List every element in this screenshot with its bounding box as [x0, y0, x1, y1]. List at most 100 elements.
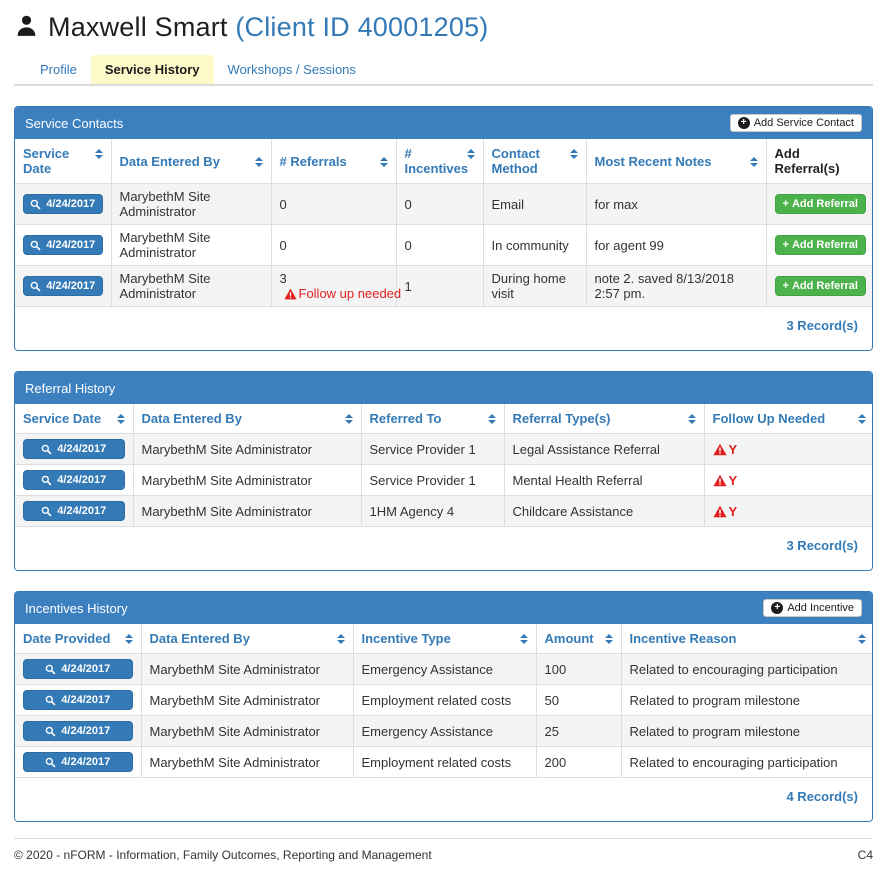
cell-service-date: 4/24/2017 [15, 265, 112, 307]
magnifier-icon [41, 444, 52, 455]
client-id: (Client ID 40001205) [235, 12, 489, 42]
cell-service-date: 4/24/2017 [15, 433, 134, 465]
cell-entered-by: MarybethM Site Administrator [133, 464, 362, 496]
col-date-provided[interactable]: Date Provided [15, 624, 142, 654]
plus-icon [783, 198, 789, 210]
service-contact-row: 4/24/2017 MarybethM Site Administrator 0… [15, 183, 872, 225]
sort-arrows-icon [95, 149, 103, 159]
tab-profile[interactable]: Profile [40, 62, 77, 77]
col-most-recent-notes[interactable]: Most Recent Notes [586, 139, 767, 184]
cell-follow-up: Y [704, 495, 872, 527]
cell-incentive-type: Emergency Assistance [353, 653, 537, 685]
service-contact-row: 4/24/2017 MarybethM Site Administrator 0… [15, 224, 872, 266]
cell-amount: 25 [536, 715, 622, 747]
col-referred-to[interactable]: Referred To [361, 404, 505, 434]
sort-arrows-icon [605, 634, 613, 644]
table-header-row: Service Date Data Entered By Referred To… [15, 404, 872, 434]
incentives-history-heading: Incentives History Add Incentive [15, 592, 872, 624]
col-incentive-reason[interactable]: Incentive Reason [621, 624, 872, 654]
cell-incentives: 0 [396, 183, 484, 225]
incentive-row: 4/24/2017 MarybethM Site Administrator E… [15, 715, 872, 747]
view-referral-button[interactable]: 4/24/2017 [23, 470, 125, 490]
view-incentive-button[interactable]: 4/24/2017 [23, 752, 133, 772]
cell-amount: 50 [536, 684, 622, 716]
view-incentive-button[interactable]: 4/24/2017 [23, 690, 133, 710]
cell-incentive-reason: Related to encouraging participation [621, 746, 872, 778]
add-referral-button[interactable]: Add Referral [774, 194, 866, 214]
cell-referrals: 0 [271, 224, 397, 266]
view-referral-button[interactable]: 4/24/2017 [23, 439, 125, 459]
cell-incentives: 1 [396, 265, 484, 307]
cell-date-provided: 4/24/2017 [15, 715, 142, 747]
service-contacts-panel: Service Contacts Add Service Contact Ser… [14, 106, 873, 351]
view-referral-button[interactable]: 4/24/2017 [23, 501, 125, 521]
magnifier-icon [30, 199, 41, 210]
follow-up-value: Y [728, 472, 738, 488]
record-count: 3 Record(s) [15, 307, 872, 350]
sort-arrows-icon [858, 414, 866, 424]
col-amount[interactable]: Amount [536, 624, 622, 654]
cell-incentive-type: Emergency Assistance [353, 715, 537, 747]
service-contacts-table: Service Date Data Entered By # Referrals… [15, 139, 872, 307]
col-service-date[interactable]: Service Date [15, 404, 134, 434]
cell-entered-by: MarybethM Site Administrator [141, 715, 354, 747]
cell-amount: 200 [536, 746, 622, 778]
col-data-entered-by[interactable]: Data Entered By [133, 404, 362, 434]
col-service-date[interactable]: Service Date [15, 139, 112, 184]
col-follow-up-needed[interactable]: Follow Up Needed [704, 404, 872, 434]
tab-workshops-sessions[interactable]: Workshops / Sessions [227, 62, 356, 77]
record-count: 4 Record(s) [15, 778, 872, 821]
add-referral-button[interactable]: Add Referral [774, 276, 866, 296]
sort-arrows-icon [750, 157, 758, 167]
cell-referred-to: Service Provider 1 [361, 464, 505, 496]
view-service-contact-button[interactable]: 4/24/2017 [23, 276, 103, 296]
view-service-contact-button[interactable]: 4/24/2017 [23, 235, 103, 255]
add-incentive-button[interactable]: Add Incentive [763, 599, 862, 617]
sort-arrows-icon [337, 634, 345, 644]
view-service-contact-button[interactable]: 4/24/2017 [23, 194, 103, 214]
sort-arrows-icon [858, 634, 866, 644]
cell-referred-to: Service Provider 1 [361, 433, 505, 465]
referral-history-heading: Referral History [15, 372, 872, 404]
magnifier-icon [30, 281, 41, 292]
plus-icon [783, 280, 789, 292]
tab-service-history[interactable]: Service History [90, 55, 214, 84]
col-data-entered-by[interactable]: Data Entered By [141, 624, 354, 654]
add-referral-button[interactable]: Add Referral [774, 235, 866, 255]
cell-entered-by: MarybethM Site Administrator [141, 653, 354, 685]
cell-entered-by: MarybethM Site Administrator [133, 495, 362, 527]
cell-service-date: 4/24/2017 [15, 183, 112, 225]
cell-follow-up: Y [704, 433, 872, 465]
cell-entered-by: MarybethM Site Administrator [133, 433, 362, 465]
cell-referral-type: Childcare Assistance [504, 495, 705, 527]
col-contact-method[interactable]: Contact Method [483, 139, 587, 184]
referral-history-panel: Referral History Service Date Data Enter… [14, 371, 873, 571]
cell-incentive-type: Employment related costs [353, 746, 537, 778]
version-code: C4 [857, 848, 873, 862]
view-incentive-button[interactable]: 4/24/2017 [23, 721, 133, 741]
col-referral-types[interactable]: Referral Type(s) [504, 404, 705, 434]
warning-triangle-icon [712, 443, 727, 455]
view-incentive-button[interactable]: 4/24/2017 [23, 659, 133, 679]
magnifier-icon [45, 726, 56, 737]
col-add-referrals: Add Referral(s) [766, 139, 872, 184]
page-title: Maxwell Smart (Client ID 40001205) [48, 12, 489, 43]
follow-up-flag: Follow up needed [283, 286, 401, 301]
service-contacts-heading: Service Contacts Add Service Contact [15, 107, 872, 139]
warning-triangle-icon [712, 505, 727, 517]
cell-referral-type: Legal Assistance Referral [504, 433, 705, 465]
sort-arrows-icon [570, 149, 578, 159]
sort-arrows-icon [117, 414, 125, 424]
cell-notes: for max [586, 183, 767, 225]
cell-referral-type: Mental Health Referral [504, 464, 705, 496]
col-num-incentives[interactable]: # Incentives [396, 139, 484, 184]
add-service-contact-button[interactable]: Add Service Contact [729, 114, 862, 132]
col-num-referrals[interactable]: # Referrals [271, 139, 397, 184]
col-data-entered-by[interactable]: Data Entered By [111, 139, 272, 184]
sort-arrows-icon [520, 634, 528, 644]
magnifier-icon [45, 757, 56, 768]
col-incentive-type[interactable]: Incentive Type [353, 624, 537, 654]
sort-arrows-icon [380, 157, 388, 167]
magnifier-icon [45, 664, 56, 675]
